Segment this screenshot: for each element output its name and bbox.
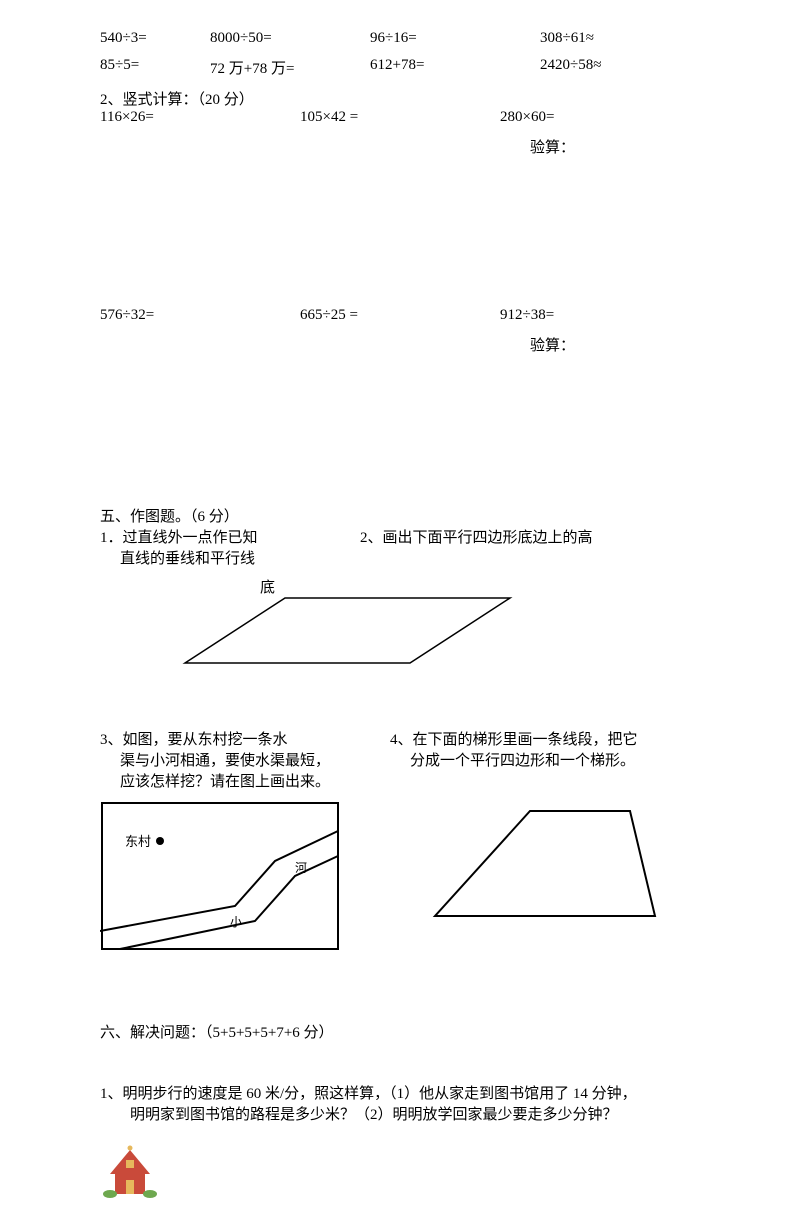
q1-block: 1．过直线外一点作已知 直线的垂线和平行线 xyxy=(100,526,360,568)
q1-line2: 直线的垂线和平行线 xyxy=(120,547,360,568)
arith-cell: 72 万+78 万= xyxy=(210,57,370,78)
parallelogram-svg xyxy=(180,578,530,678)
village-label: 东村 xyxy=(125,831,151,850)
section5-q1q2: 1．过直线外一点作已知 直线的垂线和平行线 2、画出下面平行四边形底边上的高 xyxy=(100,526,700,568)
trapezoid-svg xyxy=(430,801,660,931)
vert-cell: 105×42 = xyxy=(300,109,500,126)
arith-cell: 612+78= xyxy=(370,57,540,78)
s6-q1-line2: 明明家到图书馆的路程是多少米？（2）明明放学回家最少要走多少分钟？ xyxy=(130,1103,700,1124)
q4-line1: 4、在下面的梯形里画一条线段，把它 xyxy=(390,728,638,749)
arith-row-2: 85÷5= 72 万+78 万= 612+78= 2420÷58≈ xyxy=(100,57,700,78)
river-map: 东村 河 小 xyxy=(100,801,340,951)
q2-block: 2、画出下面平行四边形底边上的高 xyxy=(360,526,593,568)
section5-title: 五、作图题。（6 分） xyxy=(100,505,700,526)
vert-cell: 116×26= xyxy=(100,109,300,126)
arith-cell: 2420÷58≈ xyxy=(540,57,680,78)
arith-cell: 96÷16= xyxy=(370,30,540,47)
vert-cell: 665÷25 = xyxy=(300,307,500,324)
q3-block: 3、如图，要从东村挖一条水 渠与小河相通，要使水渠最短， 应该怎样挖？请在图上画… xyxy=(100,728,390,791)
river-svg xyxy=(100,801,340,951)
river-label-1: 河 xyxy=(295,859,307,876)
arith-cell: 85÷5= xyxy=(100,57,210,78)
arith-cell: 308÷61≈ xyxy=(540,30,680,47)
s6-q1: 1、明明步行的速度是 60 米/分，照这样算，（1）他从家走到图书馆用了 14 … xyxy=(100,1082,700,1124)
house-svg xyxy=(100,1144,160,1199)
vertical-row-1: 116×26= 105×42 = 280×60= xyxy=(100,109,700,126)
q4-block: 4、在下面的梯形里画一条线段，把它 分成一个平行四边形和一个梯形。 xyxy=(390,728,638,791)
q2-text: 2、画出下面平行四边形底边上的高 xyxy=(360,526,593,547)
figures-row: 东村 河 小 xyxy=(100,801,700,951)
arith-cell: 8000÷50= xyxy=(210,30,370,47)
section6-title: 六、解决问题：（5+5+5+5+7+6 分） xyxy=(100,1021,700,1042)
vert-cell: 576÷32= xyxy=(100,307,300,324)
arith-cell: 540÷3= xyxy=(100,30,210,47)
arith-row-1: 540÷3= 8000÷50= 96÷16= 308÷61≈ xyxy=(100,30,700,47)
q1-line1: 1．过直线外一点作已知 xyxy=(100,526,360,547)
verify-label: 验算： xyxy=(530,136,700,157)
base-label: 底 xyxy=(260,576,275,597)
vertical-title: 2、竖式计算：（20 分） xyxy=(100,88,700,109)
river-label-2: 小 xyxy=(230,913,242,930)
section5-q3q4: 3、如图，要从东村挖一条水 渠与小河相通，要使水渠最短， 应该怎样挖？请在图上画… xyxy=(100,728,700,791)
q3-line1: 3、如图，要从东村挖一条水 xyxy=(100,728,390,749)
vertical-row-2: 576÷32= 665÷25 = 912÷38= xyxy=(100,307,700,324)
vert-cell: 912÷38= xyxy=(500,307,700,324)
footer-house-icon xyxy=(100,1144,700,1199)
q4-line2: 分成一个平行四边形和一个梯形。 xyxy=(410,749,638,770)
q3-line3: 应该怎样挖？请在图上画出来。 xyxy=(120,770,390,791)
page-content: 540÷3= 8000÷50= 96÷16= 308÷61≈ 85÷5= 72 … xyxy=(0,0,800,1219)
trapezoid-figure xyxy=(430,801,660,951)
verify-label: 验算： xyxy=(530,334,700,355)
s6-q1-line1: 1、明明步行的速度是 60 米/分，照这样算，（1）他从家走到图书馆用了 14 … xyxy=(100,1082,700,1103)
q3-line2: 渠与小河相通，要使水渠最短， xyxy=(120,749,390,770)
vert-cell: 280×60= xyxy=(500,109,700,126)
parallelogram-figure: 底 xyxy=(180,578,700,678)
